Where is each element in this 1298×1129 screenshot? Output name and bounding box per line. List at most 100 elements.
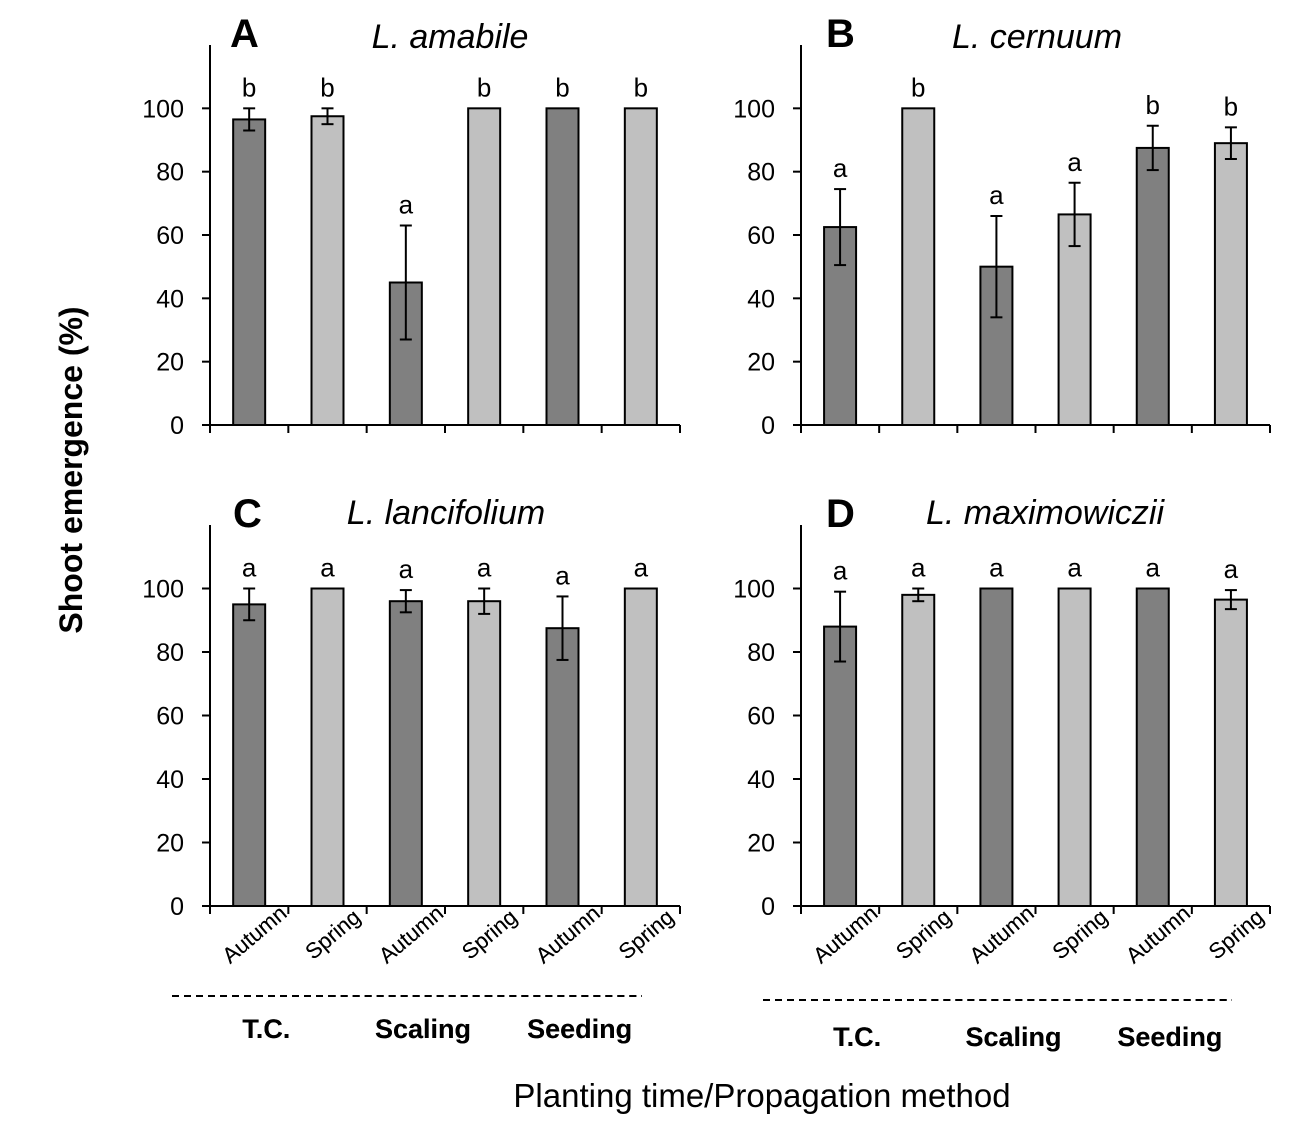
y-tick-label: 40 [156,285,184,313]
significance-letter: a [320,553,335,583]
group-label: T.C. [833,1022,881,1052]
y-tick-label: 100 [142,95,184,123]
bar-spring [310,115,345,426]
bar-autumn [388,600,423,907]
bar-autumn [1135,146,1170,427]
x-category-label: Spring [1047,904,1112,964]
y-tick-label: 0 [170,893,184,921]
y-tick-label: 40 [747,285,775,313]
significance-letter: a [833,556,848,586]
significance-letter: a [242,553,257,583]
significance-letter: a [1146,553,1161,583]
bar-spring [1213,142,1248,427]
group-label: Seeding [1117,1022,1222,1052]
x-category-label: Autumn [965,900,1039,968]
bar-autumn [979,587,1014,907]
significance-letter: a [989,180,1004,210]
chart-panel-a: 0 20 40 60 80 100 b Autumn b Spring a Autumn b Spring… [142,12,681,1044]
bar-autumn [232,118,267,427]
y-tick-label: 20 [747,349,775,377]
significance-letter: b [555,72,569,102]
bar-spring [1213,598,1248,907]
significance-letter: b [242,72,256,102]
bar-spring [901,593,936,907]
significance-letter: a [399,190,414,220]
group-label: T.C. [242,1014,290,1044]
y-tick-label: 0 [761,893,775,921]
panel-letter: B [826,12,855,56]
significance-letter: a [911,553,926,583]
x-category-label: Spring [614,904,679,964]
panel-letter: A [230,12,259,56]
y-tick-label: 80 [156,159,184,187]
x-category-label: Spring [1204,904,1269,964]
y-axis-title: Shoot emergence (%) [53,306,89,633]
y-tick-label: 100 [142,576,184,604]
significance-letter: b [320,72,334,102]
x-category-label: Spring [457,904,522,964]
x-category-label: Autumn [374,900,448,968]
bar-spring [623,587,658,907]
bar-spring [623,107,658,426]
significance-letter: a [833,153,848,183]
y-tick-label: 40 [747,766,775,794]
bar-spring [901,107,936,426]
panel-title: L. maximowiczii [926,494,1165,532]
significance-letter: a [634,553,649,583]
chart-panel-d: 0 20 40 60 80 100 a Autumn a Spring a Autumn a Spring… [733,492,1271,1052]
significance-letter: b [1224,91,1238,121]
bar-autumn [232,603,267,907]
panel-title: L. lancifolium [347,494,545,532]
group-label: Seeding [527,1014,632,1044]
x-category-label: Autumn [1121,900,1195,968]
y-tick-label: 60 [747,703,775,731]
bar-autumn [823,625,858,907]
bar-autumn [1135,587,1170,907]
y-tick-label: 20 [156,349,184,377]
group-label: Scaling [965,1022,1061,1052]
x-axis-title: Planting time/Propagation method [513,1077,1010,1114]
significance-letter: b [911,72,925,102]
panel-title: L. cernuum [952,18,1122,56]
chart-panels: 0 20 40 60 80 100 b Autumn b Spring a Autumn b Spring… [142,12,1271,1052]
y-tick-label: 100 [733,576,775,604]
significance-letter: a [555,560,570,590]
y-tick-label: 60 [156,222,184,250]
panel-title: L. amabile [372,18,529,56]
significance-letter: b [634,72,648,102]
y-tick-label: 100 [733,95,775,123]
x-category-label: Autumn [217,900,291,968]
bar-spring [467,107,502,426]
group-label: Scaling [375,1014,471,1044]
x-category-label: Autumn [531,900,605,968]
panel-letter: D [826,492,855,536]
y-tick-label: 40 [156,766,184,794]
group-label: Scaling [375,1014,471,1044]
bar-spring [467,600,502,907]
panel-letter: C [233,492,262,536]
x-category-label: Spring [300,904,365,964]
significance-letter: a [399,554,414,584]
group-label: Scaling [965,1022,1061,1052]
y-tick-label: 60 [156,703,184,731]
bar-spring [310,587,345,907]
y-tick-label: 80 [156,639,184,667]
group-label: T.C. [833,1022,881,1052]
significance-letter: b [477,72,491,102]
y-tick-label: 0 [170,412,184,440]
significance-letter: a [1067,147,1082,177]
x-category-label: Autumn [808,900,882,968]
group-label: Seeding [1117,1022,1222,1052]
y-tick-label: 80 [747,159,775,187]
y-tick-label: 20 [747,830,775,858]
x-category-label: Spring [891,904,956,964]
chart-panel-c: 0 20 40 60 80 100 a Autumn a Spring a Autumn a Spring… [142,492,681,1044]
y-tick-label: 20 [156,830,184,858]
significance-letter: a [477,553,492,583]
bar-autumn [545,107,580,426]
bar-spring [1057,587,1092,907]
group-label: T.C. [242,1014,290,1044]
y-tick-label: 80 [747,639,775,667]
y-tick-label: 0 [761,412,775,440]
